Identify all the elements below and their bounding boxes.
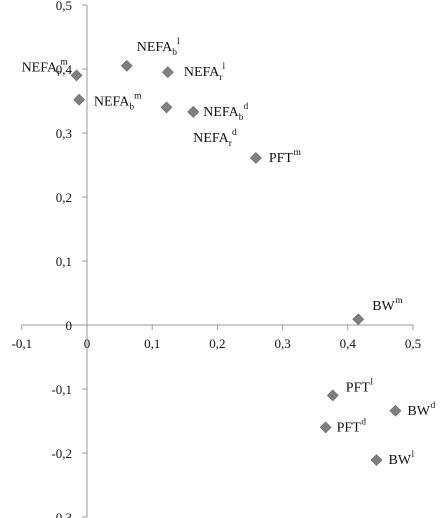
point-label-superscript: d [430,401,435,411]
point-label: PFTm [269,148,302,166]
data-point [370,454,383,466]
data-point [249,152,262,164]
x-tick-label: 0,3 [274,336,290,351]
y-tick-label: 0,3 [56,126,72,141]
point-label-base: PFT [337,420,362,435]
point-label: NEFAbm [94,91,142,112]
point-label-superscript: l [412,450,415,460]
point-label-superscript: m [293,148,301,158]
point-label-superscript: l [177,37,180,47]
y-tick-label: 0,5 [56,0,72,13]
point-label-superscript: l [223,62,226,72]
data-point [73,93,86,106]
y-tick-label: 0,4 [56,62,73,77]
data-point [187,105,200,118]
point-label-subscript: b [172,48,177,58]
point-label-superscript: l [370,377,373,387]
data-point [161,66,174,79]
point-label: BWl [388,450,414,468]
y-tick-label: -0,2 [51,446,72,461]
point-label-base: NEFA [137,40,173,55]
point-label-subscript: b [239,113,244,123]
y-tick-label: -0,1 [51,382,72,397]
data-point [326,389,339,402]
y-tick-label: -0,3 [51,510,72,518]
point-label-base: NEFA [22,60,58,75]
y-tick-label: 0 [66,318,73,333]
data-points [70,59,402,466]
point-label-superscript: m [134,91,142,101]
data-point [389,404,402,417]
point-label-base: BW [372,299,395,314]
point-label-base: BW [388,453,411,468]
point-label-subscript: b [129,102,134,112]
data-point [70,69,83,82]
point-label-subscript: r [219,73,223,83]
data-point [120,59,133,72]
point-label-base: NEFA [94,94,130,109]
data-point [160,101,173,114]
point-label-base: NEFA [203,105,239,120]
point-label-superscript: d [361,417,366,427]
point-label: PFTl [346,377,374,395]
point-label: BWd [407,401,435,419]
data-point [352,313,365,326]
y-tick-labels: -0,3 -0,2 -0,1 0 0,1 0,2 0,3 0,4 0,5 [51,0,72,518]
point-label: BWm [372,296,403,314]
point-label-subscript: r [229,139,233,149]
y-tick-label: 0,1 [56,254,72,269]
point-label-base: BW [407,404,430,419]
x-tick-labels: -0,1 0 0,1 0,2 0,3 0,4 0,5 [12,336,422,351]
x-tick-label: 0 [84,336,91,351]
point-label-base: NEFA [193,131,229,146]
point-label-superscript: d [244,102,249,112]
data-point [319,421,332,434]
point-label: NEFAbl [137,37,180,58]
point-labels: NEFArmNEFAblNEFArlNEFAbmNEFAbdNEFArdPFTm… [22,37,436,468]
x-tick-label: -0,1 [12,336,33,351]
point-label-base: PFT [269,151,294,166]
point-label: NEFArm [22,57,69,78]
x-tick-label: 0,2 [209,336,225,351]
point-label: PFTd [337,417,367,435]
axes [21,4,414,518]
point-label-base: NEFA [184,65,220,80]
x-tick-label: 0,4 [340,336,357,351]
point-label: NEFArd [193,128,237,149]
point-label-superscript: m [60,57,68,67]
point-label-superscript: d [232,128,237,138]
point-label: NEFAbd [203,102,248,123]
x-tick-label: 0,5 [405,336,421,351]
point-label-superscript: m [395,296,403,306]
point-label-subscript: r [57,68,61,78]
point-label: NEFArl [184,62,226,83]
y-tick-label: 0,2 [56,190,72,205]
point-label-base: PFT [346,380,371,395]
x-tick-label: 0,1 [144,336,160,351]
